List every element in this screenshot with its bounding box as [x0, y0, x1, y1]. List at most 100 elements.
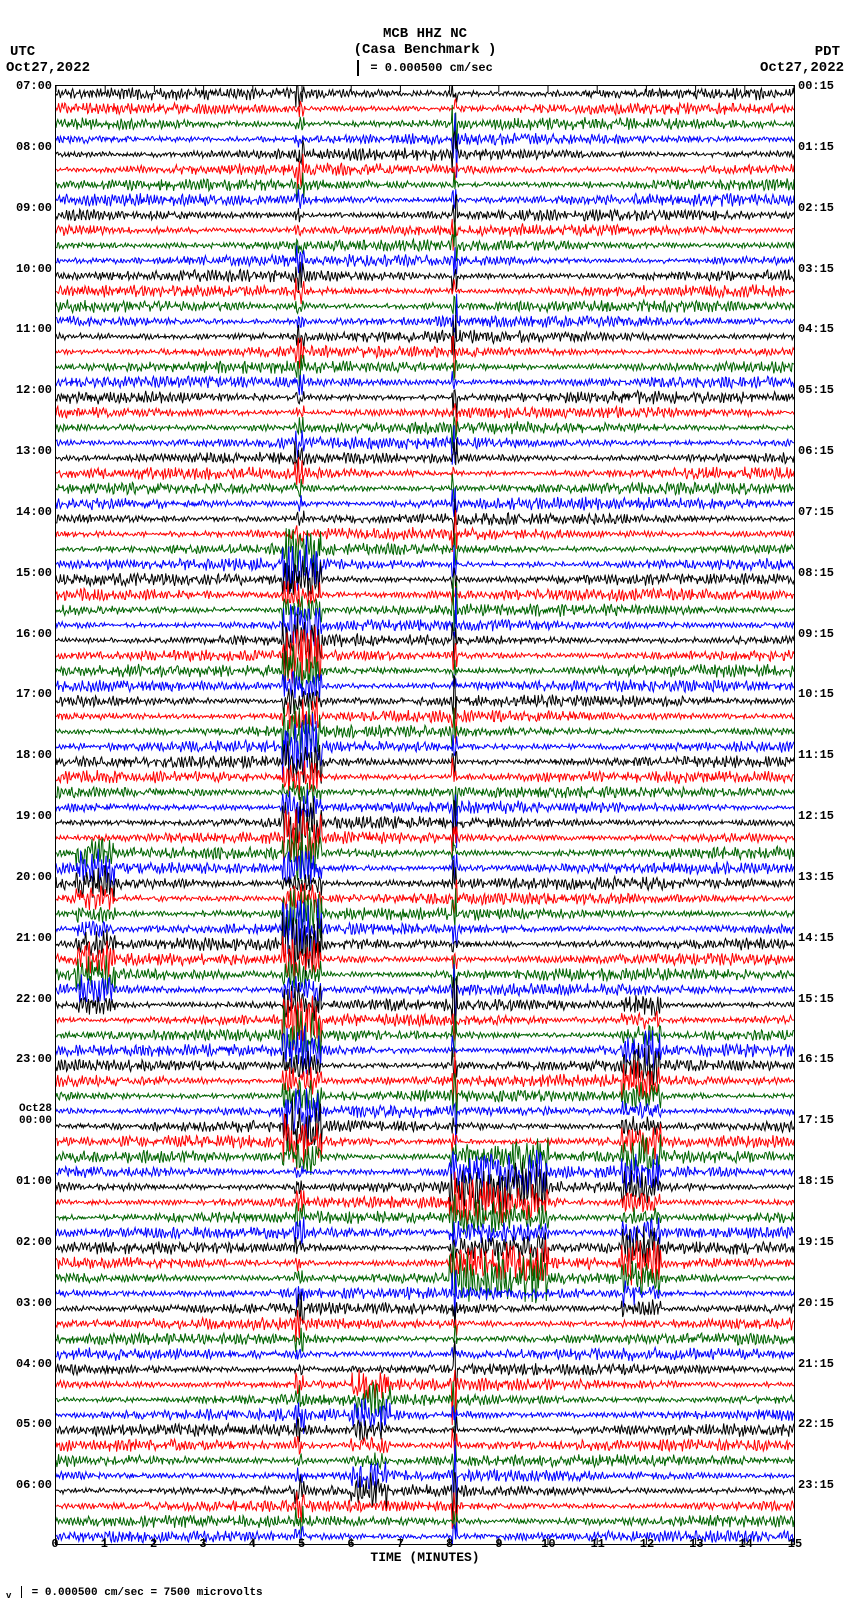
trace-line [56, 1326, 794, 1352]
x-tick-label: 1 [101, 1537, 108, 1551]
y-right-label: 05:15 [798, 383, 844, 397]
y-left-label: 11:00 [6, 322, 52, 336]
y-left-label: 20:00 [6, 870, 52, 884]
trace-line [56, 809, 794, 870]
y-left-label: 07:00 [6, 79, 52, 93]
y-left-label: 23:00 [6, 1052, 52, 1066]
y-right-label: 02:15 [798, 201, 844, 215]
x-tick-label: 13 [689, 1537, 703, 1551]
trace-line [56, 1217, 794, 1249]
y-left-label: Oct2800:00 [6, 1103, 52, 1127]
trace-line [56, 371, 794, 395]
y-right-label: 20:15 [798, 1296, 844, 1310]
y-right-label: 23:15 [798, 1478, 844, 1492]
y-left-label: 02:00 [6, 1235, 52, 1249]
y-right-label: 16:15 [798, 1052, 844, 1066]
x-tick-label: 12 [640, 1537, 654, 1551]
y-right-label: 06:15 [798, 444, 844, 458]
tz-right-label: PDT [815, 44, 840, 60]
y-right-label: 12:15 [798, 809, 844, 823]
y-left-label: 04:00 [6, 1357, 52, 1371]
trace-line [56, 1522, 794, 1544]
y-right-label: 13:15 [798, 870, 844, 884]
trace-line [56, 172, 794, 200]
trace-line [56, 1417, 794, 1443]
y-left-label: 09:00 [6, 201, 52, 215]
scale-bar-icon [357, 60, 359, 76]
y-left-label: 12:00 [6, 383, 52, 397]
y-right-label: 10:15 [798, 687, 844, 701]
trace-line [56, 781, 794, 816]
trace-line [56, 336, 794, 377]
trace-line [56, 1341, 794, 1387]
trace-line [56, 1343, 794, 1361]
x-tick-label: 7 [397, 1537, 404, 1551]
trace-line [56, 528, 794, 577]
x-tick-label: 5 [298, 1537, 305, 1551]
y-left-label: 10:00 [6, 262, 52, 276]
trace-line [56, 488, 794, 517]
title-line-2: (Casa Benchmark ) [0, 42, 850, 58]
y-right-label: 15:15 [798, 992, 844, 1006]
y-right-label: 19:15 [798, 1235, 844, 1249]
y-left-label: 03:00 [6, 1296, 52, 1310]
x-tick-label: 9 [495, 1537, 502, 1551]
x-tick-label: 14 [738, 1537, 752, 1551]
trace-line [56, 713, 794, 780]
y-left-label: 21:00 [6, 931, 52, 945]
y-left-label: 14:00 [6, 505, 52, 519]
y-right-label: 09:15 [798, 627, 844, 641]
date-left-label: Oct27,2022 [6, 60, 90, 76]
tz-left-label: UTC [10, 44, 35, 60]
x-tick-label: 2 [150, 1537, 157, 1551]
x-tick-label: 8 [446, 1537, 453, 1551]
scale-text: = 0.000500 cm/sec [370, 61, 492, 75]
y-left-label: 08:00 [6, 140, 52, 154]
x-tick-label: 6 [347, 1537, 354, 1551]
x-tick-label: 11 [590, 1537, 604, 1551]
x-tick-label: 10 [541, 1537, 555, 1551]
y-right-label: 08:15 [798, 566, 844, 580]
trace-line [56, 474, 794, 501]
y-left-label: 17:00 [6, 687, 52, 701]
trace-line [56, 296, 794, 317]
y-right-label: 14:15 [798, 931, 844, 945]
trace-line [56, 976, 794, 1035]
y-left-label: 06:00 [6, 1478, 52, 1492]
y-right-label: 18:15 [798, 1174, 844, 1188]
footer-text: v = 0.000500 cm/sec = 7500 microvolts [6, 1586, 263, 1601]
plot-area [55, 85, 795, 1545]
trace-line [56, 627, 794, 684]
trace-line [56, 1382, 794, 1429]
footer-value: = 0.000500 cm/sec = 7500 microvolts [32, 1587, 263, 1599]
trace-line [56, 672, 794, 701]
y-left-label: 01:00 [6, 1174, 52, 1188]
x-tick-label: 15 [788, 1537, 802, 1551]
x-tick-label: 3 [199, 1537, 206, 1551]
y-left-label: 15:00 [6, 566, 52, 580]
y-right-label: 03:15 [798, 262, 844, 276]
trace-line [56, 86, 794, 107]
scale-bar-icon [21, 1586, 22, 1598]
trace-line [56, 536, 794, 592]
trace-line [56, 262, 794, 293]
y-right-label: 17:15 [798, 1113, 844, 1127]
trace-line [56, 457, 794, 485]
y-left-label: 16:00 [6, 627, 52, 641]
trace-line [56, 99, 794, 117]
x-axis-label: TIME (MINUTES) [0, 1550, 850, 1565]
y-right-label: 00:15 [798, 79, 844, 93]
y-left-label: 19:00 [6, 809, 52, 823]
trace-line [56, 189, 794, 209]
y-left-label: 18:00 [6, 748, 52, 762]
x-tick-label: 0 [51, 1537, 58, 1551]
helicorder-figure: MCB HHZ NC (Casa Benchmark ) = 0.000500 … [0, 0, 850, 1613]
x-tick-label: 4 [249, 1537, 256, 1551]
scale-line: = 0.000500 cm/sec [0, 60, 850, 76]
traces-svg [56, 86, 794, 1544]
trace-line [56, 278, 794, 304]
y-right-label: 11:15 [798, 748, 844, 762]
y-left-label: 22:00 [6, 992, 52, 1006]
title-line-1: MCB HHZ NC [0, 26, 850, 42]
trace-line [56, 912, 794, 977]
